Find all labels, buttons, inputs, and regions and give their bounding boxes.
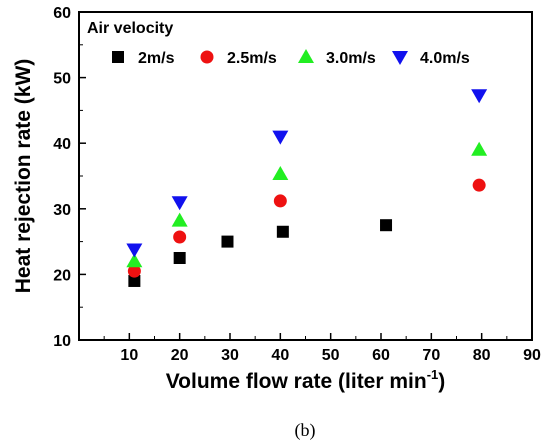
x-tick-label: 20 <box>171 347 189 364</box>
data-point-series-4 <box>126 243 143 258</box>
data-point-series-1 <box>173 252 186 264</box>
legend-label-2: 2.5m/s <box>227 50 277 67</box>
legend-label-1: 2m/s <box>138 50 175 67</box>
x-axis-title-main: Volume flow rate (liter min <box>166 370 427 393</box>
data-point-series-4 <box>272 130 289 145</box>
x-axis-title-superscript: -1 <box>427 367 439 382</box>
data-point-series-1 <box>128 274 141 287</box>
x-tick-label: 40 <box>271 347 289 364</box>
legend: Air velocity 2m/s 2.5m/s 3.0m/s 4.0m/s <box>87 20 470 67</box>
x-tick-label: 50 <box>322 347 340 364</box>
data-point-series-3 <box>471 141 488 156</box>
data-point-series-3 <box>272 166 289 181</box>
x-tick-label: 80 <box>473 347 491 364</box>
data-point-series-1 <box>276 225 289 238</box>
data-point-series-1 <box>380 219 393 232</box>
figure-caption: (b) <box>295 420 316 441</box>
data-point-series-2 <box>173 230 187 244</box>
x-tick-label: 90 <box>523 347 541 364</box>
y-tick-label: 30 <box>53 202 71 219</box>
legend-title: Air velocity <box>87 20 173 37</box>
axis-ticks: 10 20 30 40 50 60 70 80 90 10 20 30 40 50 60 <box>53 5 541 364</box>
plot-area: 10 20 30 40 50 60 70 80 90 10 20 30 40 50 60 <box>53 5 541 364</box>
y-tick-label: 40 <box>53 136 71 153</box>
y-tick-label: 20 <box>53 267 71 284</box>
x-axis-title: Volume flow rate (liter min-1) <box>166 367 446 393</box>
y-tick-label: 60 <box>53 5 71 22</box>
legend-label-3: 3.0m/s <box>326 50 376 67</box>
y-axis-title: Heat rejection rate (kW) <box>12 59 35 294</box>
data-markers <box>126 89 488 287</box>
y-tick-label: 50 <box>53 71 71 88</box>
x-tick-label: 70 <box>422 347 440 364</box>
data-point-series-1 <box>221 235 234 248</box>
data-point-series-3 <box>126 253 143 268</box>
data-point-series-4 <box>171 196 188 211</box>
data-point-series-4 <box>471 89 488 104</box>
x-tick-label: 60 <box>372 347 390 364</box>
legend-marker-4 <box>392 51 408 65</box>
data-point-series-2 <box>127 264 141 278</box>
x-tick-label: 10 <box>120 347 138 364</box>
legend-label-4: 4.0m/s <box>420 50 470 67</box>
legend-marker-1 <box>112 51 124 63</box>
legend-marker-2 <box>200 50 214 64</box>
data-point-series-2 <box>472 178 486 192</box>
x-axis-title-close: ) <box>438 370 445 393</box>
data-point-series-2 <box>273 194 287 208</box>
x-tick-label: 30 <box>221 347 239 364</box>
legend-marker-3 <box>298 49 314 63</box>
y-tick-label: 10 <box>53 333 71 350</box>
data-point-series-3 <box>171 212 188 227</box>
